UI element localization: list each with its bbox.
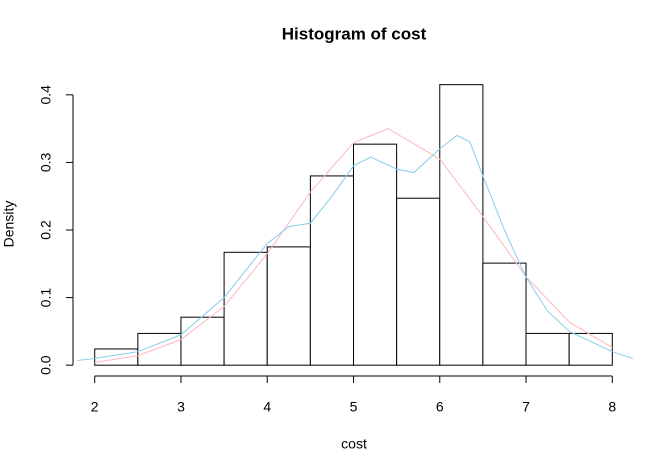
chart-title: Histogram of cost	[282, 24, 427, 43]
bar	[525, 332, 570, 366]
bar	[309, 175, 354, 366]
x-tick-label: 8	[608, 399, 616, 415]
bar	[396, 197, 441, 366]
x-axis-label: cost	[341, 436, 367, 452]
x-tick-label: 2	[91, 399, 99, 415]
bar	[223, 251, 268, 366]
y-tick-label: 0.0	[38, 355, 54, 375]
bar	[482, 262, 527, 366]
x-tick-label: 4	[263, 399, 271, 415]
x-tick-label: 6	[436, 399, 444, 415]
y-axis-label: Density	[1, 201, 17, 248]
density-line	[77, 134, 634, 361]
bar	[353, 143, 398, 366]
y-tick-label: 0.3	[38, 152, 54, 172]
x-tick-label: 5	[350, 399, 358, 415]
bar	[266, 246, 311, 366]
y-tick-label: 0.4	[38, 85, 54, 105]
y-tick-label: 0.1	[38, 288, 54, 308]
bar	[180, 316, 225, 366]
bar	[568, 332, 613, 366]
bar	[439, 84, 484, 366]
y-tick-label: 0.2	[38, 220, 54, 240]
x-tick-label: 7	[522, 399, 530, 415]
x-tick-label: 3	[177, 399, 185, 415]
